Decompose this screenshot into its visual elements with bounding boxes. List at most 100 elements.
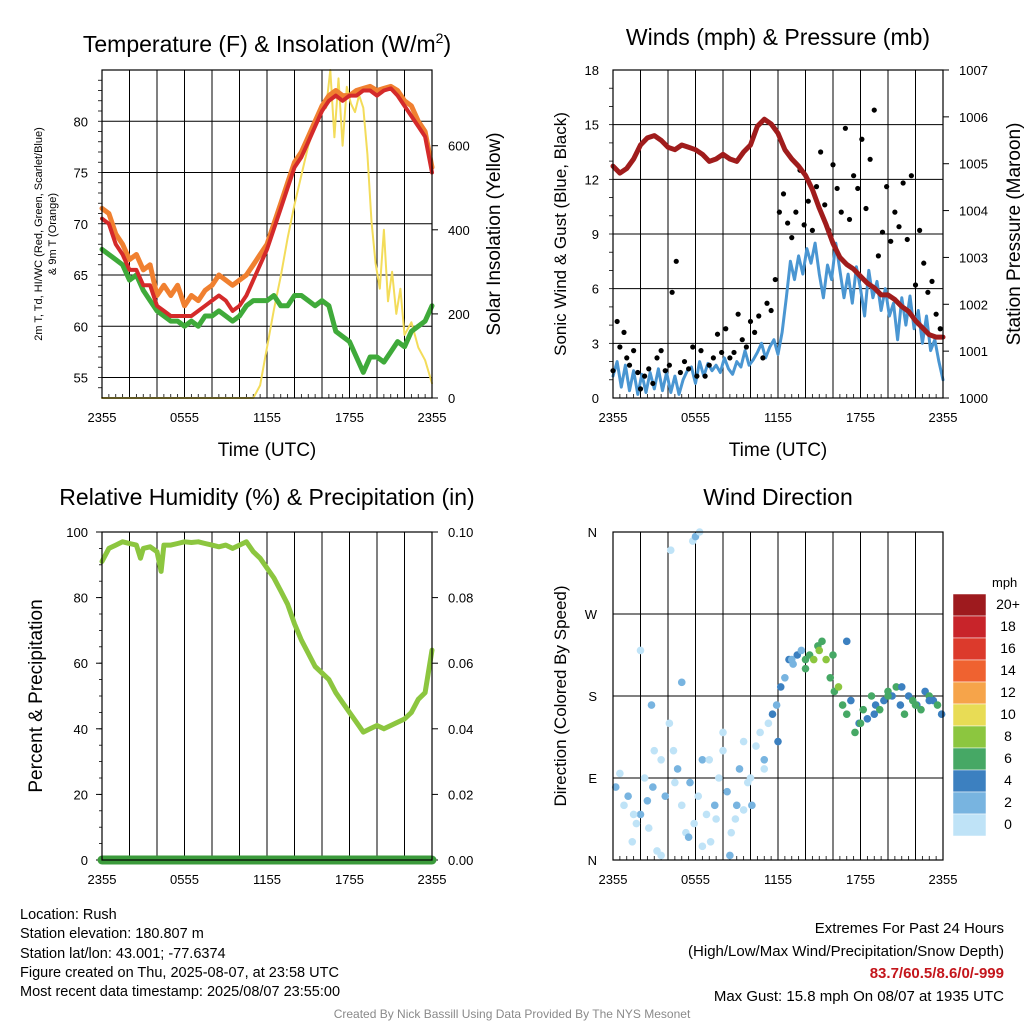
y-tick-label: 9 (592, 227, 599, 242)
y-tick-label: 100 (66, 525, 88, 540)
direction-point (666, 546, 675, 555)
x-tick-label: 0555 (681, 872, 710, 887)
direction-point (768, 710, 777, 719)
gust-point (813, 184, 820, 190)
y-tick-label: 6 (592, 282, 599, 297)
gust-point (855, 185, 861, 192)
direction-point (629, 810, 638, 819)
x-tick-label: 2355 (599, 410, 628, 425)
x-tick-label: 1155 (253, 410, 281, 425)
x-tick-label: 1755 (335, 410, 364, 425)
y-tick-label: 18 (585, 63, 599, 78)
gust-point (875, 253, 881, 259)
direction-point (647, 701, 656, 709)
direction-point (826, 673, 835, 682)
x-tick-label: 1155 (764, 410, 792, 425)
gust-point (793, 209, 799, 215)
y2-tick-label: 0.00 (448, 853, 473, 868)
y-tick-label: 60 (74, 656, 88, 671)
gust-point (785, 220, 791, 226)
colorbar-swatch (952, 813, 987, 837)
gust-point (658, 348, 664, 354)
direction-point (624, 792, 632, 801)
y2-tick-label: 1001 (959, 344, 988, 359)
gust-point (694, 373, 700, 379)
gust-point (747, 318, 754, 325)
y-tick-label: 3 (592, 336, 599, 351)
y-tick-label: 40 (74, 722, 88, 737)
y2-axis-label: Solar Insolation (Yellow) (484, 132, 505, 335)
y2-tick-label: 0.10 (448, 525, 473, 540)
gust-point (830, 162, 836, 168)
y2-tick-label: 0.04 (448, 722, 473, 737)
gust-point (677, 369, 683, 376)
gust-point (702, 373, 708, 379)
x-tick-label: 0555 (170, 872, 199, 887)
direction-point (925, 696, 934, 705)
chart-title-humidity: Relative Humidity (%) & Precipitation (i… (59, 484, 474, 510)
gust-point (846, 216, 853, 223)
y-axis-label: Percent & Precipitation (26, 599, 47, 792)
y-tick-label: 80 (74, 114, 88, 129)
direction-point (669, 746, 678, 755)
direction-point (875, 705, 884, 714)
y2-tick-label: 0.02 (448, 787, 473, 802)
direction-point (776, 683, 785, 691)
direction-point (851, 728, 859, 737)
direction-point (657, 755, 665, 764)
direction-point (665, 719, 674, 728)
gust-point (646, 366, 652, 372)
gust-point (809, 227, 815, 233)
elevation-text: Station elevation: 180.807 m (20, 926, 204, 943)
gust-point (888, 238, 894, 244)
gust-point (838, 209, 844, 215)
colorbar-label: 10 (1000, 706, 1016, 722)
x-tick-label: 1755 (846, 872, 875, 887)
series-temp-line (100, 86, 434, 318)
gust-point (631, 348, 637, 354)
colorbar-swatch (952, 791, 987, 815)
y2-tick-label: 1003 (959, 250, 988, 265)
colorbar-label: 20+ (996, 596, 1020, 612)
colorbar-swatch (952, 615, 987, 639)
direction-point (686, 778, 694, 787)
gust-point (654, 355, 660, 361)
direction-point (900, 710, 909, 719)
direction-point (677, 678, 686, 687)
gust-point (937, 326, 943, 332)
humidity-plot-frame (101, 531, 433, 861)
direction-point (933, 701, 942, 709)
colorbar-label: 14 (1000, 662, 1016, 678)
y2-tick-label: 1004 (959, 204, 988, 219)
direction-point (710, 801, 719, 810)
direction-plot-frame (612, 531, 944, 861)
direction-point (677, 801, 686, 810)
direction-point (822, 655, 830, 664)
direction-point (746, 774, 755, 782)
direction-point (643, 796, 652, 805)
x-axis-label: Time (UTC) (729, 440, 828, 461)
gust-point (626, 362, 633, 368)
gust-point (617, 344, 623, 350)
x-tick-label: 2355 (88, 410, 117, 425)
y2-tick-label: 0.06 (448, 656, 473, 671)
direction-point (649, 783, 657, 791)
direction-point (760, 755, 769, 764)
x-axis-label: Time (UTC) (218, 440, 317, 461)
direction-point (781, 673, 789, 682)
gust-point (912, 282, 919, 288)
gust-point (764, 300, 770, 306)
gust-point (698, 348, 704, 354)
direction-point (867, 692, 876, 700)
direction-point (735, 765, 744, 773)
colorbar-swatch (952, 593, 987, 617)
gust-point (917, 227, 923, 233)
y-tick-label: 60 (74, 319, 88, 334)
y-tick-label: S (588, 689, 597, 704)
direction-point (756, 728, 764, 737)
latlon-text: Station lat/lon: 43.001; -77.6374 (20, 945, 226, 962)
x-tick-label: 2355 (418, 872, 447, 887)
colorbar-swatch (952, 703, 987, 727)
gust-point (822, 202, 828, 208)
